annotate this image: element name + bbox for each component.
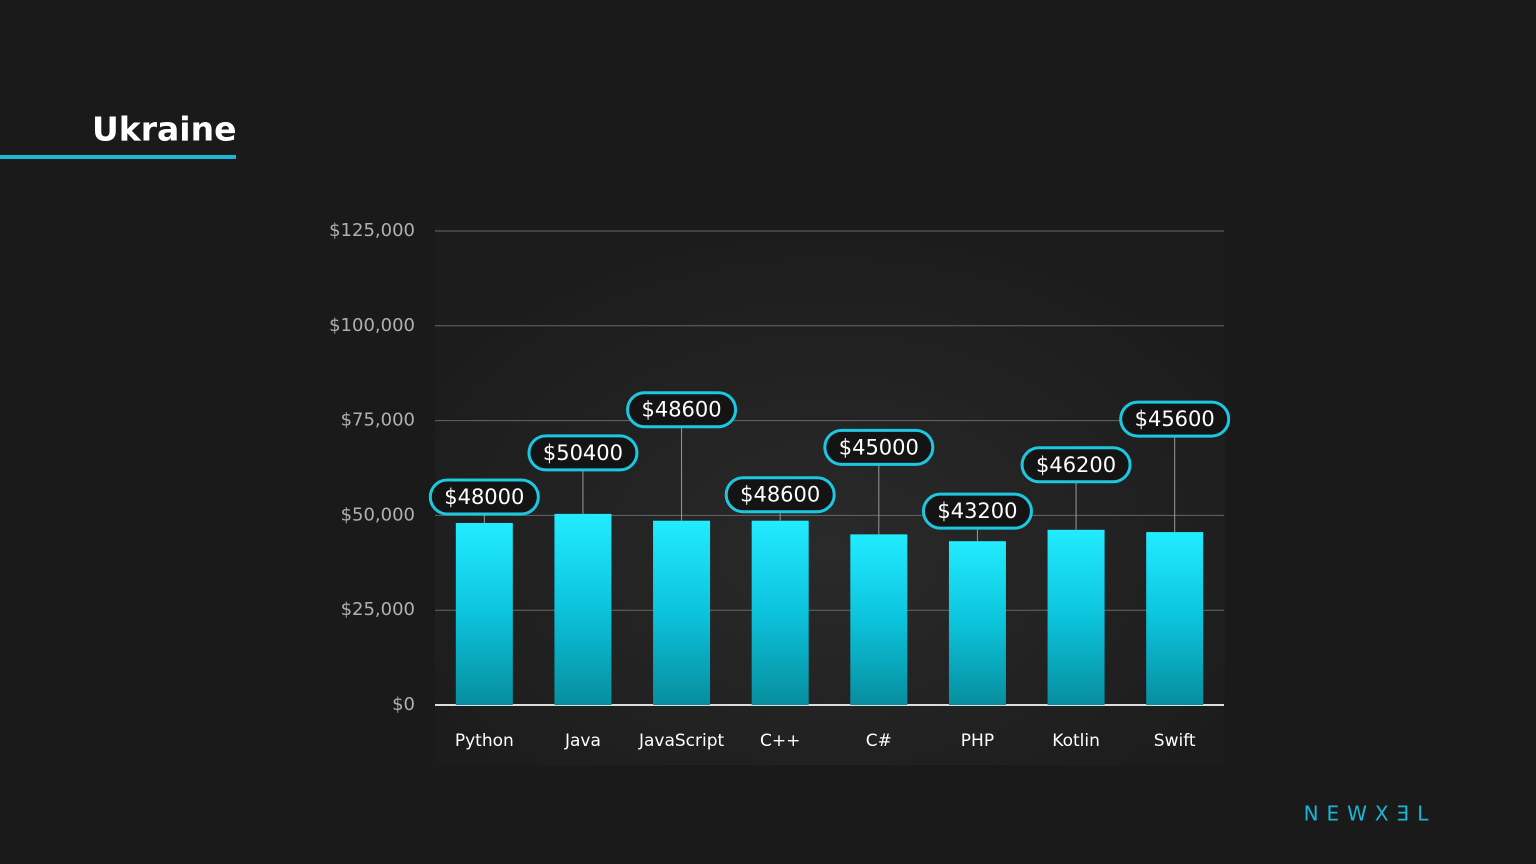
label-bubble (823, 428, 935, 466)
label-bubble (1119, 400, 1231, 438)
bar (850, 534, 908, 705)
x-tick-label: C++ (760, 731, 800, 751)
x-tick-label: Kotlin (1052, 731, 1100, 751)
label-bubble (626, 391, 738, 429)
bar (948, 541, 1006, 705)
x-tick-label: C# (866, 731, 892, 751)
bar (751, 520, 809, 705)
brand-logo: NEWXƎL (1304, 802, 1437, 826)
data-label: $45000 (839, 435, 919, 459)
y-tick-label: $75,000 (341, 410, 415, 431)
data-label: $48000 (444, 485, 524, 509)
data-label: $48600 (641, 398, 721, 422)
label-bubble (1020, 446, 1132, 484)
label-bubble (428, 478, 540, 516)
x-tick-label: PHP (961, 731, 994, 751)
y-tick-label: $125,000 (329, 220, 415, 241)
y-tick-label: $100,000 (329, 315, 415, 336)
bar (1146, 532, 1204, 705)
bar (455, 522, 513, 705)
data-label: $48600 (740, 483, 820, 507)
label-bubble (527, 434, 639, 472)
title-underline (0, 155, 236, 159)
y-tick-label: $0 (392, 694, 415, 715)
bar (554, 513, 612, 705)
x-tick-label: Swift (1154, 731, 1196, 751)
data-label: $46200 (1036, 453, 1116, 477)
data-label: $50400 (543, 441, 623, 465)
label-bubble (724, 476, 836, 514)
y-tick-label: $50,000 (341, 504, 415, 525)
chart-title: Ukraine (92, 110, 236, 149)
x-tick-label: Python (455, 731, 514, 751)
label-bubble (921, 492, 1033, 530)
bar (653, 520, 711, 705)
data-label: $45600 (1135, 407, 1215, 431)
bar (1047, 529, 1105, 705)
x-tick-label: JavaScript (638, 731, 725, 751)
y-tick-label: $25,000 (341, 599, 415, 620)
x-tick-label: Java (564, 731, 601, 751)
data-label: $43200 (937, 499, 1017, 523)
